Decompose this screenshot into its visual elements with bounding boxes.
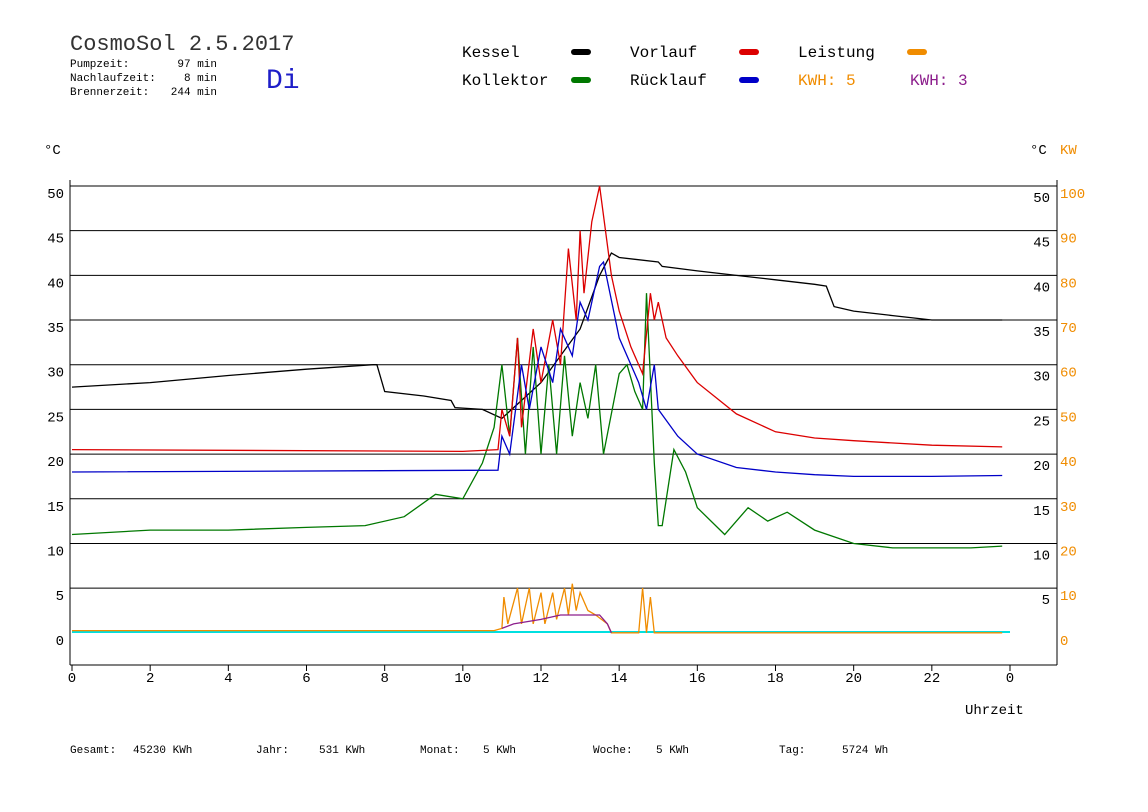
legend-label: Kessel: [462, 44, 520, 62]
series-line: [71, 252, 1003, 420]
right-tick-label: 5: [1042, 593, 1050, 609]
legend-label: Leistung: [798, 44, 875, 62]
footer-value: 5 KWh: [483, 745, 516, 757]
x-tick-label: 0: [1006, 671, 1014, 687]
right-tick-label: 15: [1033, 504, 1050, 520]
x-tick-label: 6: [302, 671, 310, 687]
series-line: [72, 583, 1003, 634]
stat-value: 244 min: [171, 87, 217, 99]
legend-label: Rücklauf: [630, 72, 707, 90]
y2-tick-label: 100: [1060, 187, 1085, 203]
footer-label: Gesamt:: [70, 745, 116, 757]
right-tick-label: 25: [1033, 414, 1050, 430]
x-tick-label: 22: [923, 671, 940, 687]
series-line: [71, 260, 1003, 478]
y-tick-label: 40: [47, 276, 64, 292]
y2-tick-label: 70: [1060, 321, 1077, 337]
footer-value: 5724 Wh: [842, 745, 888, 757]
y2-tick-label: 30: [1060, 500, 1077, 516]
x-tick-label: 2: [146, 671, 154, 687]
right-tick-label: 40: [1033, 280, 1050, 296]
y2-tick-label: 60: [1060, 366, 1077, 382]
x-tick-label: 4: [224, 671, 232, 687]
y-tick-label: 30: [47, 366, 64, 382]
footer-value: 5 KWh: [656, 745, 689, 757]
y-tick-label: 10: [47, 544, 64, 560]
right-tick-label: 30: [1033, 370, 1050, 386]
right-tick-label: 10: [1033, 548, 1050, 564]
x-tick-label: 0: [68, 671, 76, 687]
y2-unit: KW: [1060, 143, 1077, 159]
title: CosmoSol 2.5.2017: [70, 32, 294, 57]
y-unit: °C: [44, 143, 61, 159]
x-tick-label: 20: [845, 671, 862, 687]
x-tick-label: 10: [454, 671, 471, 687]
x-tick-label: 12: [533, 671, 550, 687]
y-tick-label: 45: [47, 232, 64, 248]
right-tick-label: 50: [1033, 191, 1050, 207]
x-label: Uhrzeit: [965, 703, 1024, 719]
footer-value: 45230 KWh: [133, 745, 192, 757]
x-tick-label: 8: [380, 671, 388, 687]
stat-label: Pumpzeit:: [70, 59, 129, 71]
y-tick-label: 5: [56, 589, 64, 605]
y-tick-label: 25: [47, 410, 64, 426]
y2-tick-label: 10: [1060, 589, 1077, 605]
y-tick-label: 35: [47, 321, 64, 337]
y2-tick-label: 80: [1060, 276, 1077, 292]
legend-label: Kollektor: [462, 72, 548, 90]
y-tick-label: 0: [56, 634, 64, 650]
series-line: [71, 185, 1003, 453]
footer-label: Monat:: [420, 745, 460, 757]
stat-value: 97 min: [177, 59, 217, 71]
footer-label: Tag:: [779, 745, 805, 757]
stat-label: Nachlaufzeit:: [70, 73, 156, 85]
day: Di: [266, 66, 300, 97]
x-tick-label: 14: [611, 671, 628, 687]
y-tick-label: 15: [47, 500, 64, 516]
footer-value: 531 KWh: [319, 745, 365, 757]
y2-tick-label: 40: [1060, 455, 1077, 471]
y2-tick-label: 90: [1060, 232, 1077, 248]
stat-value: 8 min: [184, 73, 217, 85]
series-line: [501, 614, 612, 634]
right-tick-label: 35: [1033, 325, 1050, 341]
x-tick-label: 16: [689, 671, 706, 687]
y-tick-label: 50: [47, 187, 64, 203]
series-line: [71, 293, 1003, 549]
kwh-label: KWH: 3: [910, 72, 968, 90]
y2-tick-label: 50: [1060, 410, 1077, 426]
footer-label: Jahr:: [256, 745, 289, 757]
y2-tick-label: 0: [1060, 634, 1068, 650]
kwh-label: KWH: 5: [798, 72, 856, 90]
y2-unit-c: °C: [1030, 143, 1047, 159]
y2-tick-label: 20: [1060, 544, 1077, 560]
footer-label: Woche:: [593, 745, 633, 757]
y-tick-label: 20: [47, 455, 64, 471]
right-tick-label: 20: [1033, 459, 1050, 475]
x-tick-label: 18: [767, 671, 784, 687]
stat-label: Brennerzeit:: [70, 87, 149, 99]
right-tick-label: 45: [1033, 236, 1050, 252]
legend-label: Vorlauf: [630, 44, 697, 62]
